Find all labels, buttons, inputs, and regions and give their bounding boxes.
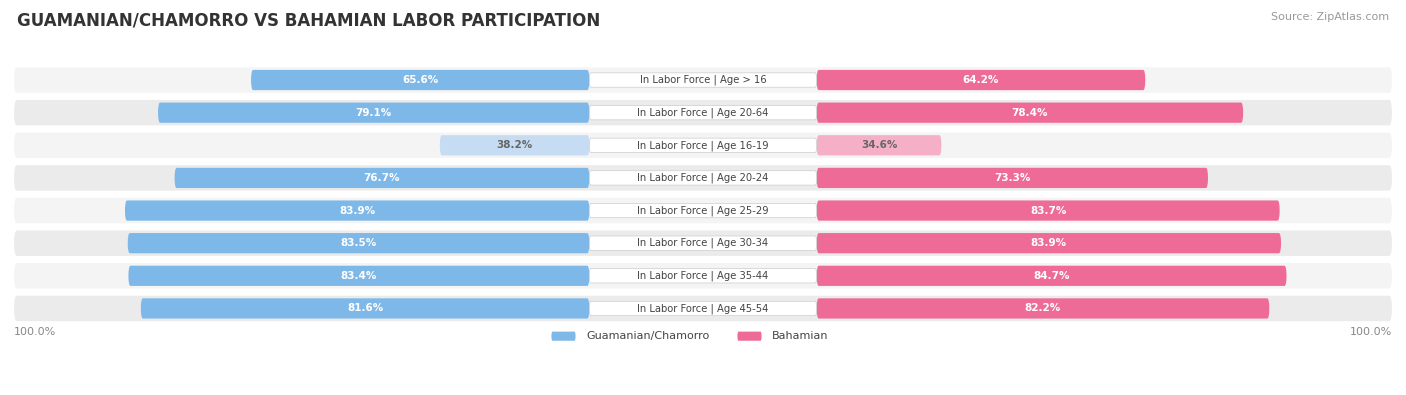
FancyBboxPatch shape (128, 233, 589, 253)
FancyBboxPatch shape (589, 171, 817, 185)
FancyBboxPatch shape (157, 103, 589, 123)
FancyBboxPatch shape (817, 233, 1281, 253)
FancyBboxPatch shape (817, 70, 1146, 90)
Text: In Labor Force | Age 35-44: In Labor Force | Age 35-44 (637, 271, 769, 281)
Text: Source: ZipAtlas.com: Source: ZipAtlas.com (1271, 12, 1389, 22)
Text: 100.0%: 100.0% (14, 327, 56, 337)
Text: In Labor Force | Age 45-54: In Labor Force | Age 45-54 (637, 303, 769, 314)
Text: 81.6%: 81.6% (347, 303, 384, 314)
Text: In Labor Force | Age > 16: In Labor Force | Age > 16 (640, 75, 766, 85)
Text: 82.2%: 82.2% (1025, 303, 1062, 314)
FancyBboxPatch shape (589, 269, 817, 283)
Text: In Labor Force | Age 20-24: In Labor Force | Age 20-24 (637, 173, 769, 183)
FancyBboxPatch shape (817, 103, 1243, 123)
FancyBboxPatch shape (14, 263, 1392, 288)
Text: 83.7%: 83.7% (1031, 205, 1066, 216)
FancyBboxPatch shape (817, 298, 1270, 318)
FancyBboxPatch shape (174, 168, 589, 188)
FancyBboxPatch shape (589, 105, 817, 120)
Text: In Labor Force | Age 25-29: In Labor Force | Age 25-29 (637, 205, 769, 216)
FancyBboxPatch shape (141, 298, 589, 318)
Text: In Labor Force | Age 16-19: In Labor Force | Age 16-19 (637, 140, 769, 150)
FancyBboxPatch shape (252, 70, 589, 90)
Text: GUAMANIAN/CHAMORRO VS BAHAMIAN LABOR PARTICIPATION: GUAMANIAN/CHAMORRO VS BAHAMIAN LABOR PAR… (17, 12, 600, 30)
Text: Bahamian: Bahamian (772, 331, 828, 341)
Text: 76.7%: 76.7% (364, 173, 401, 183)
Text: 83.9%: 83.9% (1031, 238, 1067, 248)
Text: 64.2%: 64.2% (963, 75, 1000, 85)
FancyBboxPatch shape (589, 73, 817, 87)
Text: 78.4%: 78.4% (1012, 108, 1047, 118)
FancyBboxPatch shape (128, 266, 589, 286)
Text: 73.3%: 73.3% (994, 173, 1031, 183)
FancyBboxPatch shape (14, 230, 1392, 256)
FancyBboxPatch shape (125, 200, 589, 221)
FancyBboxPatch shape (817, 266, 1286, 286)
FancyBboxPatch shape (589, 138, 817, 152)
Text: 100.0%: 100.0% (1350, 327, 1392, 337)
Text: In Labor Force | Age 30-34: In Labor Force | Age 30-34 (637, 238, 769, 248)
Text: 84.7%: 84.7% (1033, 271, 1070, 281)
FancyBboxPatch shape (14, 133, 1392, 158)
FancyBboxPatch shape (589, 301, 817, 316)
Text: 38.2%: 38.2% (496, 140, 533, 150)
FancyBboxPatch shape (817, 135, 942, 155)
FancyBboxPatch shape (738, 332, 762, 341)
FancyBboxPatch shape (14, 198, 1392, 223)
FancyBboxPatch shape (551, 332, 575, 341)
FancyBboxPatch shape (440, 135, 589, 155)
Text: 34.6%: 34.6% (860, 140, 897, 150)
FancyBboxPatch shape (817, 200, 1279, 221)
Text: Guamanian/Chamorro: Guamanian/Chamorro (586, 331, 709, 341)
Text: 83.5%: 83.5% (340, 238, 377, 248)
Text: 65.6%: 65.6% (402, 75, 439, 85)
FancyBboxPatch shape (817, 168, 1208, 188)
FancyBboxPatch shape (589, 236, 817, 250)
FancyBboxPatch shape (14, 296, 1392, 321)
FancyBboxPatch shape (589, 203, 817, 218)
Text: In Labor Force | Age 20-64: In Labor Force | Age 20-64 (637, 107, 769, 118)
FancyBboxPatch shape (14, 67, 1392, 93)
FancyBboxPatch shape (14, 100, 1392, 125)
FancyBboxPatch shape (14, 165, 1392, 191)
Text: 79.1%: 79.1% (356, 108, 392, 118)
Text: 83.9%: 83.9% (339, 205, 375, 216)
Text: 83.4%: 83.4% (340, 271, 377, 281)
